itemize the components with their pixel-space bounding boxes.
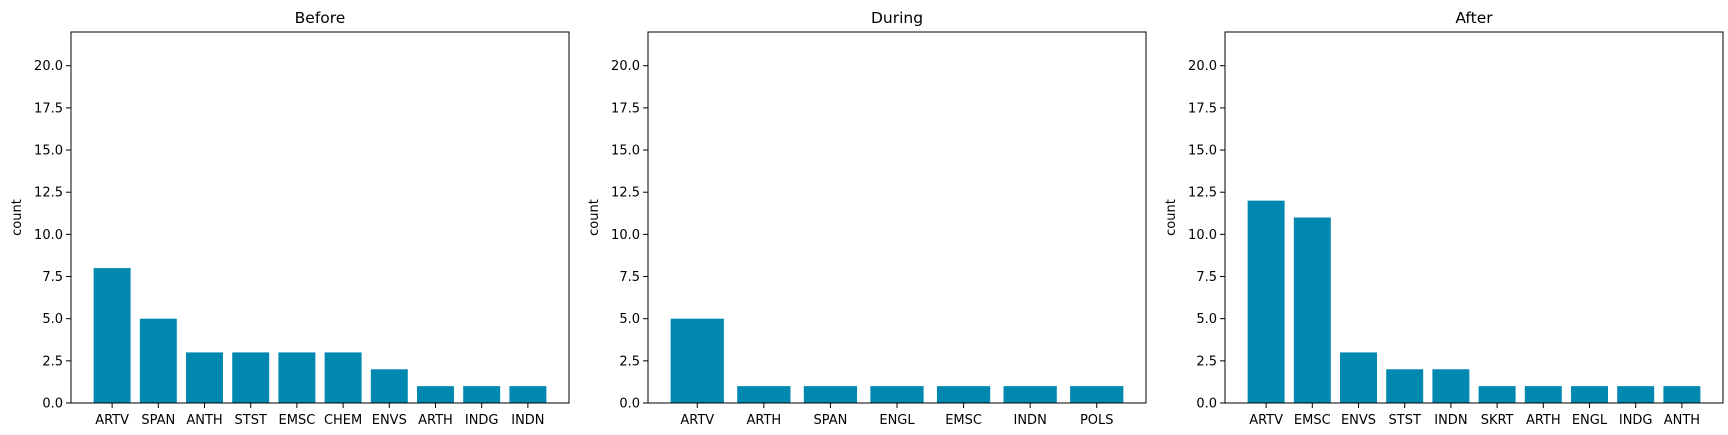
y-axis-label: count: [587, 199, 602, 236]
y-tick-label: 2.5: [619, 354, 640, 369]
x-tick-label: STST: [1389, 413, 1421, 428]
x-tick-label: CHEM: [324, 413, 362, 428]
y-axis-label: count: [1164, 199, 1179, 236]
bar-artv: [93, 268, 131, 403]
bar-stst: [1386, 369, 1424, 403]
x-tick-label: ARTV: [680, 413, 714, 428]
bar-pols: [1070, 386, 1124, 403]
y-tick-label: 7.5: [1196, 270, 1217, 285]
x-tick-label: ENGL: [879, 413, 915, 428]
x-tick-label: ANTH: [186, 413, 222, 428]
y-tick-label: 17.5: [34, 101, 63, 116]
plot-frame: [70, 31, 570, 404]
x-tick-label: EMSC: [279, 413, 316, 428]
plot-frame: [1224, 31, 1724, 404]
y-tick-label: 10.0: [34, 228, 63, 243]
bar-skrt: [1478, 386, 1516, 403]
x-tick-label: ARTV: [1249, 413, 1283, 428]
y-tick-label: 0.0: [1196, 397, 1217, 412]
bar-indg: [1617, 386, 1655, 403]
bar-emsc: [278, 352, 316, 403]
x-tick-label: INDG: [465, 413, 499, 428]
bar-indn: [1003, 386, 1057, 403]
bar-span: [139, 318, 177, 403]
bar-engl: [1571, 386, 1608, 403]
x-tick-label: SPAN: [141, 413, 175, 428]
y-tick-label: 12.5: [1188, 186, 1217, 201]
x-tick-label: SPAN: [813, 413, 847, 428]
x-tick-label: ENGL: [1572, 413, 1608, 428]
y-tick-label: 5.0: [1196, 312, 1217, 327]
bar-arth: [1524, 386, 1562, 403]
y-tick-label: 7.5: [42, 270, 63, 285]
x-tick-label: ENVS: [372, 413, 407, 428]
y-tick-label: 15.0: [1188, 144, 1217, 159]
y-tick-label: 12.5: [611, 186, 640, 201]
y-tick-label: 20.0: [34, 59, 63, 74]
bar-anth: [186, 352, 223, 403]
bar-engl: [870, 386, 924, 403]
bar-chem: [324, 352, 362, 403]
bar-emsc: [936, 386, 991, 403]
y-tick-label: 10.0: [1188, 228, 1217, 243]
bar-arth: [737, 386, 791, 403]
x-tick-label: ARTH: [1526, 413, 1561, 428]
y-tick-label: 20.0: [1188, 59, 1217, 74]
y-tick-label: 10.0: [611, 228, 640, 243]
x-tick-label: SKRT: [1481, 413, 1514, 428]
x-tick-label: ENVS: [1341, 413, 1376, 428]
y-tick-label: 20.0: [611, 59, 640, 74]
x-tick-label: INDG: [1619, 413, 1653, 428]
x-tick-label: ANTH: [1664, 413, 1700, 428]
bar-emsc: [1293, 217, 1331, 403]
x-tick-label: INDN: [1434, 413, 1467, 428]
x-tick-label: EMSC: [1294, 413, 1331, 428]
y-axis-label: count: [10, 199, 25, 236]
x-tick-label: STST: [235, 413, 267, 428]
bar-indn: [509, 386, 547, 403]
x-tick-label: ARTH: [418, 413, 453, 428]
x-tick-label: ARTV: [95, 413, 129, 428]
x-tick-label: INDN: [1014, 413, 1047, 428]
y-tick-label: 5.0: [619, 312, 640, 327]
y-tick-label: 0.0: [619, 397, 640, 412]
x-tick-label: ARTH: [746, 413, 781, 428]
bar-stst: [232, 352, 270, 403]
y-tick-label: 7.5: [619, 270, 640, 285]
bar-envs: [1340, 352, 1377, 403]
bar-indg: [463, 386, 501, 403]
y-tick-label: 0.0: [42, 397, 63, 412]
chart-title: During: [871, 9, 923, 27]
bar-indn: [1432, 369, 1470, 403]
y-tick-label: 17.5: [611, 101, 640, 116]
y-tick-label: 17.5: [1188, 101, 1217, 116]
y-tick-label: 2.5: [1196, 354, 1217, 369]
y-tick-label: 12.5: [34, 186, 63, 201]
bar-artv: [670, 318, 724, 403]
chart-title: After: [1455, 9, 1493, 27]
y-tick-label: 2.5: [42, 354, 63, 369]
x-tick-label: INDN: [511, 413, 544, 428]
y-tick-label: 5.0: [42, 312, 63, 327]
y-tick-label: 15.0: [611, 144, 640, 159]
chart-title: Before: [295, 9, 346, 27]
bar-span: [803, 386, 858, 403]
bar-anth: [1663, 386, 1701, 403]
bar-arth: [417, 386, 454, 403]
y-tick-label: 15.0: [34, 144, 63, 159]
x-tick-label: EMSC: [945, 413, 982, 428]
bar-envs: [370, 369, 408, 403]
x-tick-label: POLS: [1080, 413, 1114, 428]
bar-artv: [1247, 200, 1285, 403]
